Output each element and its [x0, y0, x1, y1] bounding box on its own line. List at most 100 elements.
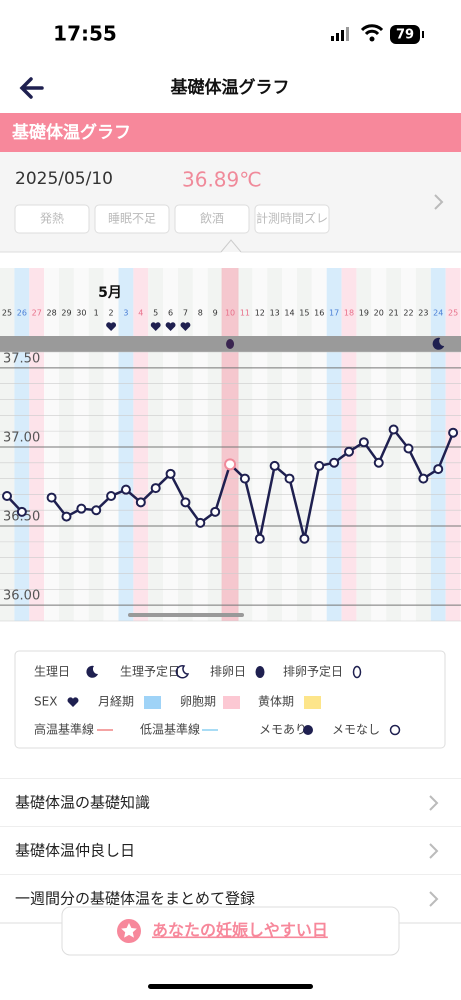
callout [220, 239, 242, 253]
y-tick-label: 37.00 [3, 430, 40, 445]
temp-point [269, 460, 280, 471]
temp-point [120, 484, 131, 495]
column [207, 268, 223, 621]
day-label: 25 [448, 309, 458, 318]
column [0, 268, 15, 621]
record-panel[interactable] [0, 152, 461, 252]
day-label: 15 [299, 309, 309, 318]
temp-point [373, 457, 384, 468]
column [88, 268, 104, 621]
day-label: 21 [389, 309, 399, 318]
day-label: 6 [168, 309, 173, 318]
column [386, 268, 402, 621]
day-label: 1 [94, 309, 99, 318]
status-time: 17:55 [53, 22, 117, 46]
section-title: 基礎体温グラフ [11, 122, 131, 143]
temp-point [433, 464, 444, 475]
tag[interactable] [174, 204, 250, 234]
day-label: 12 [255, 309, 265, 318]
tag[interactable] [14, 204, 90, 234]
legend-icon [67, 697, 79, 707]
battery: 79 [396, 28, 414, 43]
legend-label: 低温基準線 [140, 722, 200, 737]
sex-heart [150, 322, 161, 331]
column [44, 268, 60, 621]
legend-label: 排卵日 [210, 665, 246, 679]
day-label: 30 [76, 309, 86, 318]
tag-label: 発熱 [40, 212, 64, 226]
temp-point [224, 458, 237, 471]
temp-point [135, 497, 146, 508]
tag-label: 計測時間ズレ [256, 211, 328, 226]
day-label: 23 [418, 309, 428, 318]
back-button[interactable] [19, 77, 44, 99]
temp-point [254, 533, 265, 544]
tag-label: 睡眠不足 [108, 212, 156, 226]
temp-point [344, 446, 355, 457]
chevron [429, 891, 439, 907]
column [73, 268, 89, 621]
temp-point [165, 468, 176, 479]
temp-line [50, 427, 455, 540]
temp-point [210, 506, 221, 517]
tag-label: 飲酒 [200, 211, 224, 226]
y-tick-label: 36.50 [3, 510, 40, 525]
temp-point [91, 505, 102, 516]
temp-point [2, 490, 12, 501]
temp-point [180, 497, 191, 508]
column [103, 268, 119, 621]
record-date: 2025/05/10 [15, 169, 113, 189]
tag[interactable] [254, 204, 330, 234]
menu-label: 一週間分の基礎体温をまとめて登録 [15, 890, 255, 908]
temp-point [239, 473, 250, 484]
legend-icon [223, 696, 240, 709]
legend-icon [255, 666, 265, 678]
day-label: 19 [359, 309, 369, 318]
column [118, 268, 134, 621]
day-label: 26 [17, 309, 27, 318]
column [371, 268, 387, 621]
column [59, 268, 74, 621]
legend-icon [352, 665, 362, 679]
temp-point [284, 473, 295, 484]
temp-point [16, 506, 27, 517]
menu-item[interactable] [0, 779, 461, 827]
column [192, 268, 208, 621]
day-label: 11 [240, 309, 250, 318]
column [445, 268, 461, 621]
day-label: 17 [329, 309, 339, 318]
legend-icon [86, 665, 98, 678]
legend-icon [175, 665, 190, 679]
day-label: 4 [138, 309, 143, 318]
day-label: 13 [270, 309, 280, 318]
sex-heart [165, 322, 176, 331]
fertile-button[interactable] [61, 906, 400, 956]
temp-point [403, 443, 414, 454]
column [311, 268, 327, 621]
day-label: 27 [32, 309, 42, 318]
legend-label: 排卵予定日 [283, 664, 343, 679]
star [121, 923, 137, 938]
legend-label: 卵胞期 [180, 695, 216, 709]
day-label: 3 [123, 309, 128, 318]
column [237, 268, 253, 621]
legend-label: 生理予定日 [120, 664, 180, 679]
menu-label: 基礎体温仲良し日 [15, 842, 135, 860]
legend-icon [303, 725, 313, 735]
scroll-indicator [128, 613, 244, 617]
sex-heart [106, 322, 117, 331]
day-label: 5 [153, 309, 158, 318]
temp-point [358, 437, 369, 448]
chevron [429, 843, 439, 859]
month-label: 5月 [98, 285, 122, 301]
menu-item[interactable] [0, 827, 461, 875]
legend-label: 月経期 [98, 695, 134, 709]
tag[interactable] [94, 204, 170, 234]
day-label: 20 [374, 309, 384, 318]
temp-point [299, 533, 310, 544]
day-label: 22 [403, 309, 413, 318]
temp-point [329, 457, 340, 468]
day-label: 24 [433, 309, 443, 318]
